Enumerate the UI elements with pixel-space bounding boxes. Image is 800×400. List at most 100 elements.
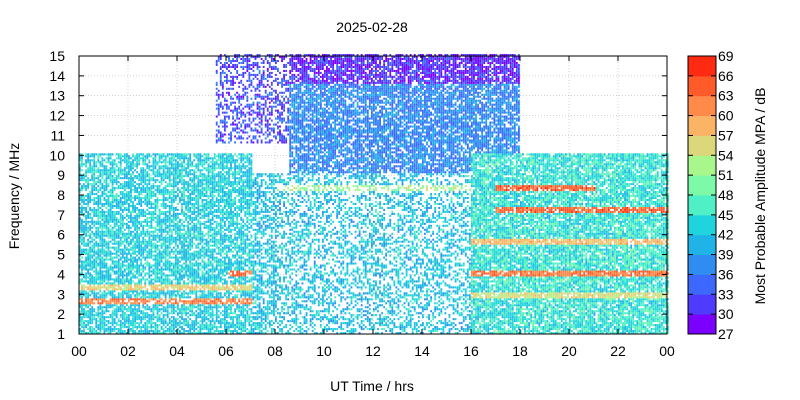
data-cell — [134, 284, 136, 287]
data-cell — [103, 294, 106, 297]
data-cell — [109, 155, 112, 158]
data-cell — [189, 193, 192, 196]
data-cell — [91, 230, 94, 233]
data-cell — [156, 258, 159, 261]
data-cell — [209, 320, 212, 323]
data-cell — [209, 234, 212, 237]
data-cell — [113, 272, 116, 275]
data-cell — [172, 153, 175, 156]
data-cell — [130, 242, 132, 245]
data-cell — [132, 260, 134, 263]
data-cell — [177, 212, 179, 215]
data-cell — [95, 171, 98, 174]
data-cell — [205, 157, 208, 160]
data-cell — [195, 195, 198, 198]
data-cell — [168, 195, 171, 198]
data-cell — [81, 324, 83, 327]
data-cell — [174, 212, 177, 215]
data-cell — [121, 210, 124, 213]
data-cell — [89, 216, 92, 219]
data-cell — [193, 198, 196, 202]
data-cell — [150, 242, 153, 245]
data-cell — [217, 272, 220, 275]
data-cell — [101, 298, 104, 301]
data-cell — [158, 252, 161, 255]
data-cell — [144, 169, 147, 172]
data-cell — [177, 177, 179, 180]
data-cell — [221, 262, 224, 265]
data-cell — [138, 284, 141, 287]
data-cell — [134, 214, 136, 217]
data-cell — [166, 193, 169, 196]
data-cell — [148, 167, 151, 170]
data-cell — [211, 212, 214, 215]
data-cell — [119, 268, 122, 271]
data-cell — [125, 332, 128, 335]
data-cell — [138, 318, 141, 321]
data-cell — [134, 206, 136, 209]
data-cell — [87, 171, 90, 174]
data-cell — [83, 308, 85, 311]
data-cell — [181, 157, 183, 160]
data-cell — [162, 167, 165, 170]
data-cell — [219, 200, 222, 204]
data-cell — [211, 179, 214, 182]
data-cell — [138, 282, 141, 285]
data-cell — [162, 195, 165, 198]
data-cell — [152, 159, 155, 162]
data-cell — [164, 198, 167, 202]
data-cell — [101, 202, 104, 206]
data-cell — [85, 228, 87, 231]
data-cell — [213, 274, 216, 277]
data-cell — [177, 288, 179, 291]
data-cell — [128, 290, 130, 293]
data-cell — [103, 318, 106, 321]
data-cell — [219, 195, 222, 198]
data-cell — [91, 254, 94, 257]
data-cell — [79, 264, 81, 267]
data-cell — [221, 85, 224, 88]
data-cell — [209, 274, 212, 277]
data-cell — [158, 284, 161, 287]
data-cell — [93, 163, 96, 166]
data-cell — [119, 252, 122, 255]
data-cell — [79, 272, 81, 275]
data-cell — [125, 161, 128, 164]
data-cell — [111, 322, 114, 325]
data-cell — [140, 202, 143, 206]
data-cell — [89, 266, 92, 269]
data-cell — [134, 242, 136, 245]
data-cell — [101, 286, 104, 289]
data-cell — [193, 258, 196, 261]
data-cell — [130, 294, 132, 297]
data-cell — [152, 193, 155, 196]
data-cell — [117, 284, 120, 287]
data-cell — [189, 274, 192, 277]
data-cell — [189, 292, 192, 295]
data-cell — [83, 187, 85, 190]
data-cell — [213, 195, 216, 198]
data-cell — [205, 175, 208, 178]
data-cell — [136, 171, 139, 174]
data-cell — [217, 314, 220, 317]
data-cell — [132, 236, 134, 239]
data-cell — [164, 322, 167, 325]
data-cell — [187, 161, 190, 164]
data-cell — [146, 314, 149, 317]
data-cell — [209, 304, 212, 307]
data-cell — [115, 278, 118, 281]
data-cell — [111, 206, 114, 209]
data-cell — [146, 155, 149, 158]
data-cell — [109, 230, 112, 233]
data-cell — [132, 240, 134, 243]
data-cell — [130, 216, 132, 219]
data-cell — [201, 185, 204, 188]
data-cell — [111, 234, 114, 237]
data-cell — [158, 264, 161, 267]
data-cell — [121, 187, 124, 190]
data-cell — [103, 226, 106, 229]
data-cell — [150, 189, 153, 192]
data-cell — [130, 173, 132, 176]
data-cell — [168, 280, 171, 283]
data-cell — [183, 254, 185, 257]
